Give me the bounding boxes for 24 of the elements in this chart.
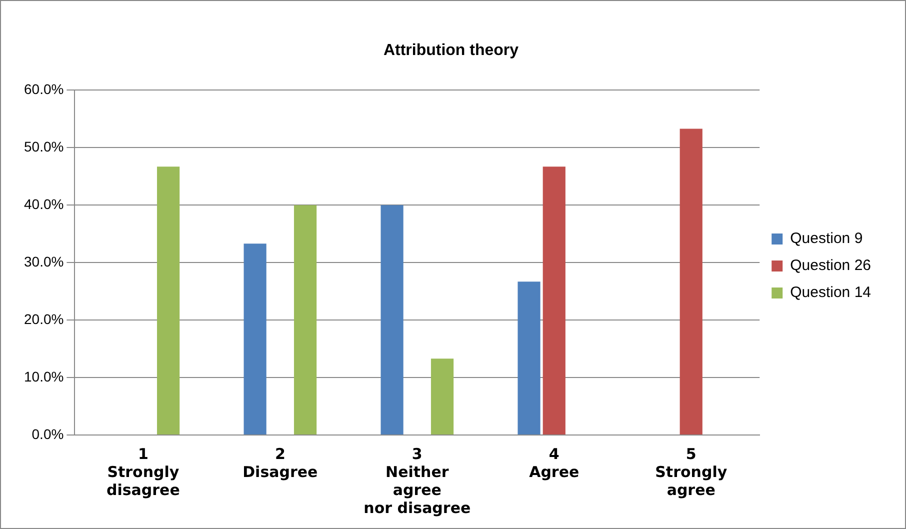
legend-label: Question 9	[790, 230, 863, 248]
x-tick-label: 3 Neither agree nor disagree	[364, 444, 471, 517]
y-tick-label: 20.0%	[24, 310, 64, 327]
legend-label: Question 14	[790, 284, 871, 302]
x-tick-label: 4 Agree	[529, 444, 580, 481]
bar	[542, 166, 566, 434]
bar	[518, 282, 540, 434]
y-tick-label: 30.0%	[24, 253, 64, 270]
y-tick-label: 60.0%	[24, 81, 64, 98]
y-tick-label: 10.0%	[24, 368, 64, 384]
y-tick-label: 50.0%	[24, 138, 64, 155]
x-tick-label: 1 Strongly disagree	[106, 444, 180, 499]
x-tick-label: 2 Disagree	[242, 444, 318, 481]
bar	[294, 205, 317, 434]
chart-title: Attribution theory	[383, 42, 519, 60]
legend-label: Question 26	[790, 257, 871, 274]
y-tick-label: 0.0%	[32, 426, 64, 442]
bar	[380, 205, 404, 434]
x-tick-label: 5 Strongly agree	[655, 444, 728, 499]
bar	[680, 128, 702, 434]
y-tick-label: 40.0%	[24, 196, 64, 212]
bar	[157, 166, 180, 434]
bar	[430, 358, 454, 434]
bar	[244, 244, 266, 434]
